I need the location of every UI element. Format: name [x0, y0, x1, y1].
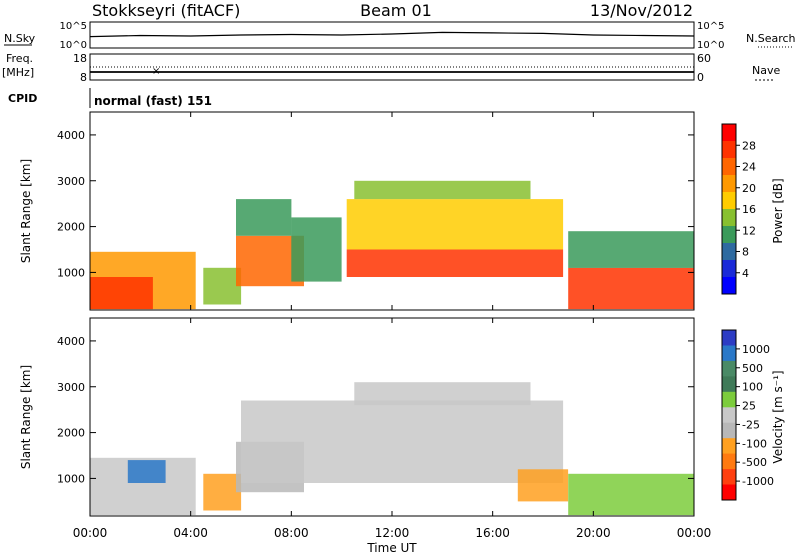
x-tick-label: 00:00 [677, 526, 712, 540]
power-data-region [354, 180, 531, 200]
station-title: Stokkseyri (fitACF) [92, 1, 240, 20]
power-cbar-swatch [722, 277, 736, 295]
axes: 00:00 04:00 08:00 12:00 16:00 20:00 00:00 4000 3… [57, 112, 711, 540]
velocity-cbar-swatch [722, 345, 736, 362]
power-data-region [203, 267, 242, 305]
x-tick-label: 20:00 [576, 526, 611, 540]
velocity-cbar-swatch [722, 391, 736, 408]
power-cbar-swatch [722, 260, 736, 278]
power-cbar-swatch [722, 209, 736, 227]
y-tick-label: 3000 [57, 175, 85, 188]
noise-right-tick-lo: 10^0 [697, 40, 724, 51]
noise-panel-frame [89, 21, 695, 49]
velocity-cbar-swatch [722, 484, 736, 501]
noise-left-tick-lo: 10^0 [60, 40, 87, 51]
xaxis-label: Time UT [366, 541, 417, 554]
velocity-cbar-tick-label: 1000 [742, 343, 770, 356]
velocity-data-region [127, 460, 166, 483]
velocity-cbar-tick-label: -25 [742, 418, 760, 431]
power-data-region [291, 217, 342, 282]
velocity-cbar-tick-label: -500 [742, 456, 767, 469]
y-tick-label: 4000 [57, 335, 85, 348]
cpid-text: normal (fast) 151 [94, 94, 212, 108]
y-tick-label: 1000 [57, 472, 85, 485]
x-tick-label: 16:00 [475, 526, 510, 540]
power-cbar-swatch [722, 192, 736, 210]
velocity-cbar-swatch [722, 376, 736, 393]
velocity-cbar-swatch [722, 469, 736, 486]
noise-right-tick-hi: 10^5 [697, 21, 724, 32]
velocity-colorbar: 1000 500 100 25 -25 -100 -500 -1000 [721, 329, 774, 501]
freq-left-tick-hi: 18 [73, 52, 87, 65]
y-tick-label: 4000 [57, 129, 85, 142]
x-tick-label: 08:00 [274, 526, 309, 540]
velocity-cbar-tick-label: 25 [742, 400, 756, 413]
y-tick-label: 3000 [57, 381, 85, 394]
velocity-data-region [354, 382, 531, 406]
velocity-data-region [203, 473, 242, 511]
x-tick-label: 00:00 [73, 526, 108, 540]
velocity-cbar-tick-label: 100 [742, 381, 763, 394]
noise-left-tick-hi: 10^5 [60, 21, 87, 32]
freq-left-tick-lo: 8 [80, 71, 87, 84]
velocity-colorbar-label: Velocity [m s⁻¹] [771, 370, 785, 463]
x-tick-label: 04:00 [173, 526, 208, 540]
power-data-region [346, 199, 564, 250]
velocity-data-region [568, 473, 694, 516]
velocity-data-region [517, 469, 569, 502]
velocity-cbar-swatch [722, 330, 736, 346]
velocity-cbar-tick-label: 500 [742, 362, 763, 375]
velocity-heatmap [90, 382, 694, 516]
power-data-region [236, 199, 292, 236]
freq-right-tick-hi: 60 [697, 52, 711, 65]
power-colorbar-label: Power [dB] [771, 178, 785, 243]
nave-label: Nave [752, 64, 780, 77]
power-data-region [568, 267, 694, 310]
freq-right-tick-lo: 0 [697, 71, 704, 84]
nsky-trace [89, 31, 695, 38]
freq-label: Freq. [6, 52, 33, 65]
power-cbar-tick-label: 24 [742, 161, 756, 174]
power-cbar-tick-label: 4 [742, 267, 749, 280]
power-cbar-swatch [722, 124, 736, 142]
date-title: 13/Nov/2012 [590, 1, 693, 20]
power-cbar-swatch [722, 141, 736, 159]
power-heatmap [90, 180, 694, 310]
x-tick-label: 12:00 [375, 526, 410, 540]
y-tick-label: 2000 [57, 221, 85, 234]
power-data-region [568, 231, 694, 268]
velocity-data-region [241, 400, 564, 483]
power-cbar-swatch [722, 175, 736, 193]
velocity-ylabel: Slant Range [km] [19, 365, 33, 469]
beam-title: Beam 01 [360, 1, 432, 20]
mhz-label: [MHz] [2, 66, 34, 79]
power-colorbar: 28 24 20 16 12 8 4 [721, 123, 756, 295]
nsearch-label: N.Search [746, 32, 796, 45]
power-ylabel: Slant Range [km] [19, 159, 33, 263]
power-cbar-tick-label: 28 [742, 139, 756, 152]
velocity-cbar-swatch [722, 360, 736, 377]
velocity-cbar-tick-label: -100 [742, 437, 767, 450]
power-cbar-tick-label: 16 [742, 203, 756, 216]
power-cbar-tick-label: 12 [742, 224, 756, 237]
velocity-cbar-swatch [722, 407, 736, 424]
velocity-cbar-swatch [722, 438, 736, 455]
y-tick-label: 1000 [57, 266, 85, 279]
velocity-cbar-swatch [722, 422, 736, 439]
power-cbar-swatch [722, 158, 736, 176]
cpid-label: CPID [8, 92, 37, 105]
velocity-cbar-frame [721, 329, 737, 501]
velocity-cbar-tick-label: -1000 [742, 475, 774, 488]
nsky-label: N.Sky [4, 32, 36, 45]
y-tick-label: 2000 [57, 427, 85, 440]
power-data-region [90, 277, 153, 310]
freq-glitch-mark: × [152, 66, 160, 77]
power-cbar-tick-label: 20 [742, 182, 756, 195]
power-data-region [346, 249, 564, 277]
power-cbar-swatch [722, 226, 736, 244]
power-cbar-tick-label: 8 [742, 246, 749, 259]
velocity-cbar-swatch [722, 453, 736, 470]
power-cbar-swatch [722, 243, 736, 261]
